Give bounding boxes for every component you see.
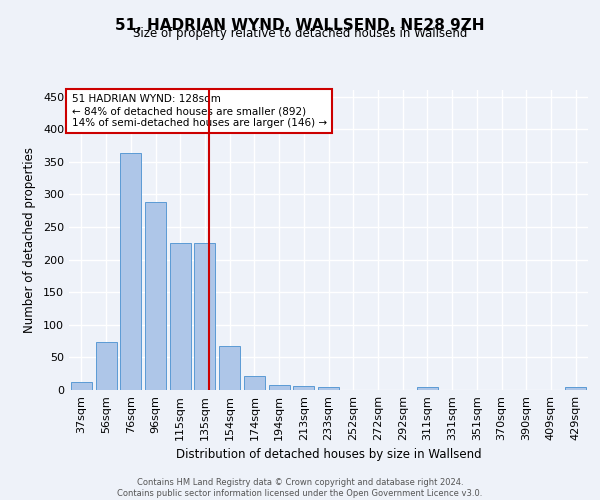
Text: Contains HM Land Registry data © Crown copyright and database right 2024.
Contai: Contains HM Land Registry data © Crown c… <box>118 478 482 498</box>
Bar <box>244 376 265 390</box>
Bar <box>194 244 215 390</box>
Bar <box>170 244 191 390</box>
Y-axis label: Number of detached properties: Number of detached properties <box>23 147 36 333</box>
Text: Size of property relative to detached houses in Wallsend: Size of property relative to detached ho… <box>133 28 467 40</box>
Text: 51 HADRIAN WYND: 128sqm
← 84% of detached houses are smaller (892)
14% of semi-d: 51 HADRIAN WYND: 128sqm ← 84% of detache… <box>71 94 327 128</box>
Bar <box>219 346 240 390</box>
X-axis label: Distribution of detached houses by size in Wallsend: Distribution of detached houses by size … <box>176 448 481 462</box>
Text: 51, HADRIAN WYND, WALLSEND, NE28 9ZH: 51, HADRIAN WYND, WALLSEND, NE28 9ZH <box>115 18 485 32</box>
Bar <box>565 388 586 390</box>
Bar <box>293 386 314 390</box>
Bar <box>95 342 116 390</box>
Bar <box>71 382 92 390</box>
Bar <box>269 385 290 390</box>
Bar <box>120 154 141 390</box>
Bar <box>318 388 339 390</box>
Bar <box>417 388 438 390</box>
Bar <box>145 202 166 390</box>
